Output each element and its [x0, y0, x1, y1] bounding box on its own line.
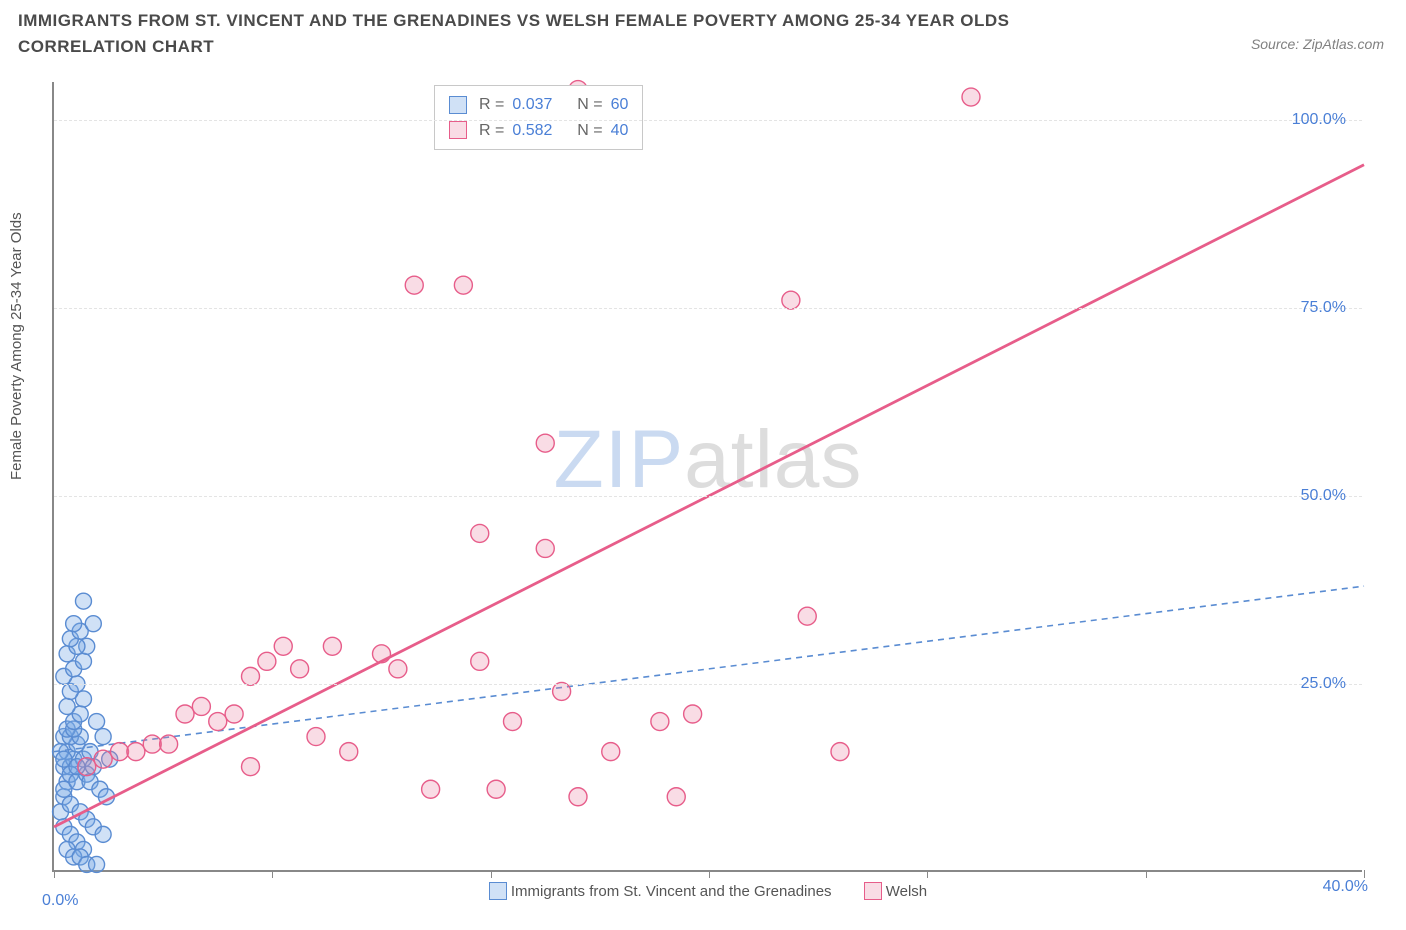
scatter-point — [192, 697, 210, 715]
scatter-point — [291, 660, 309, 678]
x-tick — [1146, 870, 1147, 878]
scatter-point — [89, 856, 105, 872]
scatter-point — [225, 705, 243, 723]
scatter-point — [553, 682, 571, 700]
grid-line — [54, 120, 1362, 121]
scatter-point — [389, 660, 407, 678]
scatter-point — [569, 788, 587, 806]
series-b-n-value: 40 — [611, 118, 629, 144]
scatter-point — [78, 758, 96, 776]
scatter-point — [160, 735, 178, 753]
plot-area: ZIPatlas R = 0.037 N = 60 R = 0.582 N = … — [52, 82, 1362, 872]
y-tick-label: 50.0% — [1301, 487, 1346, 505]
scatter-point — [89, 714, 105, 730]
y-tick-label: 75.0% — [1301, 299, 1346, 317]
grid-line — [54, 684, 1362, 685]
scatter-point — [782, 291, 800, 309]
scatter-point — [684, 705, 702, 723]
grid-line — [54, 308, 1362, 309]
source-label: Source: ZipAtlas.com — [1251, 36, 1384, 52]
series-a-swatch — [449, 96, 467, 114]
stats-row-series-b: R = 0.582 N = 40 — [449, 118, 628, 144]
scatter-point — [242, 667, 260, 685]
x-tick — [54, 870, 55, 878]
scatter-point — [471, 524, 489, 542]
scatter-point — [831, 743, 849, 761]
y-tick-label: 100.0% — [1292, 111, 1346, 129]
scatter-point — [143, 735, 161, 753]
scatter-point — [66, 616, 82, 632]
scatter-point — [454, 276, 472, 294]
stats-row-series-a: R = 0.037 N = 60 — [449, 92, 628, 118]
series-b-legend-label: Welsh — [886, 883, 927, 900]
scatter-point — [323, 637, 341, 655]
scatter-point — [504, 713, 522, 731]
n-label: N = — [577, 118, 602, 144]
scatter-point — [176, 705, 194, 723]
legend-item-series-b: Welsh — [864, 882, 927, 900]
scatter-point — [422, 780, 440, 798]
scatter-point — [307, 728, 325, 746]
scatter-point — [798, 607, 816, 625]
scatter-point — [59, 698, 75, 714]
series-a-n-value: 60 — [611, 92, 629, 118]
x-tick — [1364, 870, 1365, 878]
y-tick-label: 25.0% — [1301, 675, 1346, 693]
r-label: R = — [479, 92, 504, 118]
series-b-swatch — [864, 882, 882, 900]
series-b-r-value: 0.582 — [512, 118, 552, 144]
x-tick-label-min: 0.0% — [42, 892, 78, 910]
series-a-swatch — [489, 882, 507, 900]
scatter-point — [209, 713, 227, 731]
scatter-point — [85, 616, 101, 632]
legend-bottom: Immigrants from St. Vincent and the Gren… — [54, 882, 1362, 904]
scatter-point — [94, 750, 112, 768]
scatter-point — [127, 743, 145, 761]
x-tick — [709, 870, 710, 878]
series-b-swatch — [449, 121, 467, 139]
x-tick — [927, 870, 928, 878]
scatter-point — [405, 276, 423, 294]
grid-line — [54, 496, 1362, 497]
scatter-point — [651, 713, 669, 731]
legend-item-series-a: Immigrants from St. Vincent and the Gren… — [489, 882, 832, 900]
scatter-point — [602, 743, 620, 761]
scatter-point — [95, 826, 111, 842]
chart-title: IMMIGRANTS FROM ST. VINCENT AND THE GREN… — [18, 8, 1118, 59]
scatter-point — [242, 758, 260, 776]
x-tick — [272, 870, 273, 878]
scatter-point — [667, 788, 685, 806]
scatter-point — [536, 434, 554, 452]
scatter-point — [962, 88, 980, 106]
r-label: R = — [479, 118, 504, 144]
scatter-point — [274, 637, 292, 655]
series-a-r-value: 0.037 — [512, 92, 552, 118]
n-label: N = — [577, 92, 602, 118]
scatter-point — [75, 653, 91, 669]
series-a-legend-label: Immigrants from St. Vincent and the Gren… — [511, 883, 832, 900]
scatter-point — [111, 743, 129, 761]
scatter-point — [487, 780, 505, 798]
x-tick — [491, 870, 492, 878]
scatter-point — [471, 652, 489, 670]
scatter-point — [536, 539, 554, 557]
chart-svg — [54, 82, 1362, 870]
scatter-point — [258, 652, 276, 670]
x-tick-label-max: 40.0% — [1323, 878, 1368, 896]
stats-legend-box: R = 0.037 N = 60 R = 0.582 N = 40 — [434, 85, 643, 150]
y-axis-label: Female Poverty Among 25-34 Year Olds — [8, 212, 25, 480]
scatter-point — [340, 743, 358, 761]
scatter-point — [95, 729, 111, 745]
scatter-point — [75, 593, 91, 609]
